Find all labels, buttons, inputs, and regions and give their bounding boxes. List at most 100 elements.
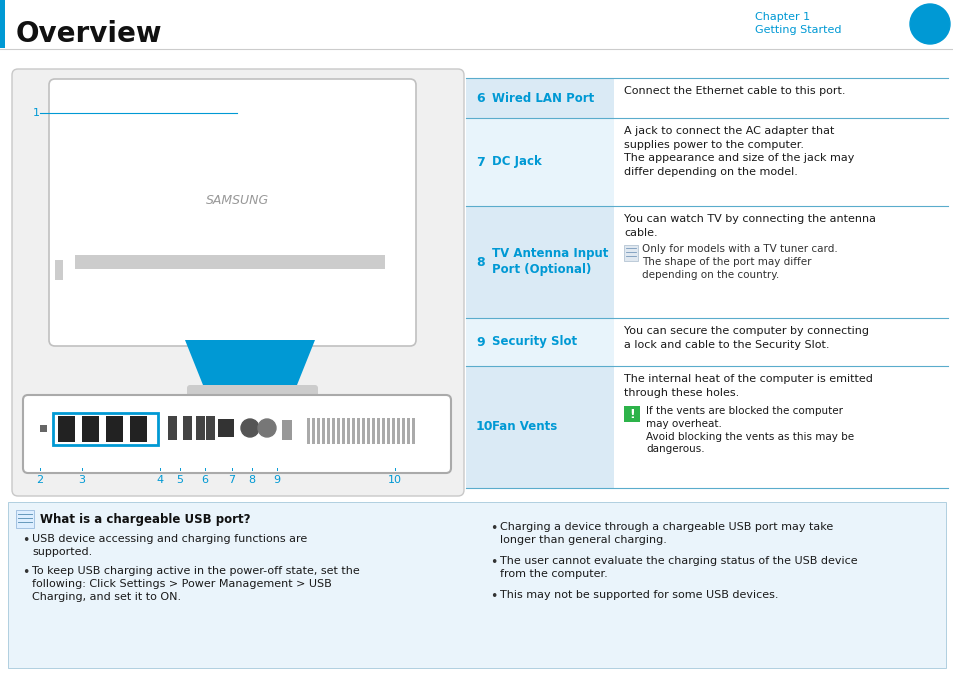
Bar [412, 418, 415, 444]
Bar [206, 416, 214, 440]
Bar [183, 416, 192, 440]
Polygon shape [185, 340, 314, 390]
Text: 10: 10 [388, 475, 401, 485]
Text: Wired LAN Port: Wired LAN Port [492, 91, 594, 104]
Bar [367, 418, 370, 444]
Bar [623, 245, 638, 261]
Bar [282, 420, 292, 440]
Bar [316, 418, 319, 444]
Bar [347, 418, 350, 444]
Text: If the vents are blocked the computer
may overheat.
Avoid blocking the vents as : If the vents are blocked the computer ma… [645, 406, 853, 454]
Bar [465, 78, 947, 488]
Text: !: ! [628, 408, 634, 420]
Text: •: • [22, 534, 30, 547]
Bar [327, 418, 330, 444]
Text: 8: 8 [248, 475, 255, 485]
Text: 3: 3 [78, 475, 86, 485]
Text: •: • [490, 556, 497, 569]
Bar [465, 206, 614, 318]
Text: Chapter 1: Chapter 1 [754, 12, 809, 22]
Text: 9: 9 [476, 336, 484, 349]
Bar [0, 0, 5, 48]
Text: 5: 5 [176, 475, 183, 485]
Bar [376, 418, 379, 444]
Text: You can secure the computer by connecting
a lock and cable to the Security Slot.: You can secure the computer by connectin… [623, 326, 868, 349]
Bar [8, 502, 945, 668]
Text: 7: 7 [476, 156, 484, 169]
Text: 9: 9 [274, 475, 280, 485]
Bar [332, 418, 335, 444]
Text: 10: 10 [476, 420, 493, 433]
Bar [75, 255, 385, 269]
Text: The user cannot evaluate the charging status of the USB device
from the computer: The user cannot evaluate the charging st… [499, 556, 857, 580]
Bar [401, 418, 405, 444]
Circle shape [909, 4, 949, 44]
Bar [312, 418, 314, 444]
Text: TV Antenna Input
Port (Optional): TV Antenna Input Port (Optional) [492, 248, 608, 276]
Bar [195, 416, 205, 440]
Text: 8: 8 [476, 255, 484, 269]
Bar [361, 418, 365, 444]
Text: 6: 6 [201, 475, 209, 485]
Bar [392, 418, 395, 444]
Text: You can watch TV by connecting the antenna
cable.: You can watch TV by connecting the anten… [623, 214, 875, 238]
Text: A jack to connect the AC adapter that
supplies power to the computer.
The appear: A jack to connect the AC adapter that su… [623, 126, 854, 177]
Text: •: • [490, 522, 497, 535]
Bar [381, 418, 385, 444]
Bar [614, 78, 947, 118]
Bar [465, 118, 614, 206]
Bar [372, 418, 375, 444]
Text: SAMSUNG: SAMSUNG [205, 194, 269, 206]
Bar [40, 425, 47, 432]
Bar [168, 416, 177, 440]
Bar [336, 418, 339, 444]
Bar [465, 78, 614, 118]
Text: 6: 6 [476, 91, 484, 104]
Bar [82, 416, 99, 442]
Text: Overview: Overview [16, 20, 162, 48]
Circle shape [241, 419, 258, 437]
Bar [55, 260, 63, 280]
Text: 24: 24 [918, 15, 941, 33]
Text: USB device accessing and charging functions are
supported.: USB device accessing and charging functi… [32, 534, 307, 557]
FancyBboxPatch shape [49, 79, 416, 346]
Bar [341, 418, 345, 444]
Bar [614, 318, 947, 366]
Bar [106, 416, 123, 442]
Text: Connect the Ethernet cable to this port.: Connect the Ethernet cable to this port. [623, 86, 844, 96]
Text: Security Slot: Security Slot [492, 336, 577, 349]
Text: Fan Vents: Fan Vents [492, 420, 557, 433]
Bar [218, 419, 233, 437]
Text: The internal heat of the computer is emitted
through these holes.: The internal heat of the computer is emi… [623, 374, 872, 397]
Text: 1: 1 [33, 108, 40, 118]
Text: This may not be supported for some USB devices.: This may not be supported for some USB d… [499, 590, 778, 600]
Text: •: • [490, 590, 497, 603]
Text: 7: 7 [228, 475, 235, 485]
Bar [614, 206, 947, 318]
Circle shape [257, 419, 275, 437]
Bar [396, 418, 399, 444]
Text: 2: 2 [36, 475, 44, 485]
Bar [322, 418, 325, 444]
Text: To keep USB charging active in the power-off state, set the
following: Click Set: To keep USB charging active in the power… [32, 566, 359, 603]
Bar [356, 418, 359, 444]
Text: Only for models with a TV tuner card.
The shape of the port may differ
depending: Only for models with a TV tuner card. Th… [641, 244, 837, 280]
FancyBboxPatch shape [23, 395, 451, 473]
Bar [16, 510, 34, 528]
Bar [614, 366, 947, 488]
Text: 4: 4 [156, 475, 163, 485]
Text: •: • [22, 566, 30, 579]
Bar [614, 118, 947, 206]
Bar [465, 366, 614, 488]
Text: Getting Started: Getting Started [754, 25, 841, 35]
Bar [53, 413, 158, 445]
Text: What is a chargeable USB port?: What is a chargeable USB port? [40, 512, 251, 525]
FancyBboxPatch shape [12, 69, 463, 496]
Text: Charging a device through a chargeable USB port may take
longer than general cha: Charging a device through a chargeable U… [499, 522, 832, 545]
Bar [465, 318, 614, 366]
Bar [623, 406, 639, 422]
FancyBboxPatch shape [187, 385, 317, 403]
Bar [387, 418, 390, 444]
Bar [130, 416, 147, 442]
Bar [307, 418, 310, 444]
